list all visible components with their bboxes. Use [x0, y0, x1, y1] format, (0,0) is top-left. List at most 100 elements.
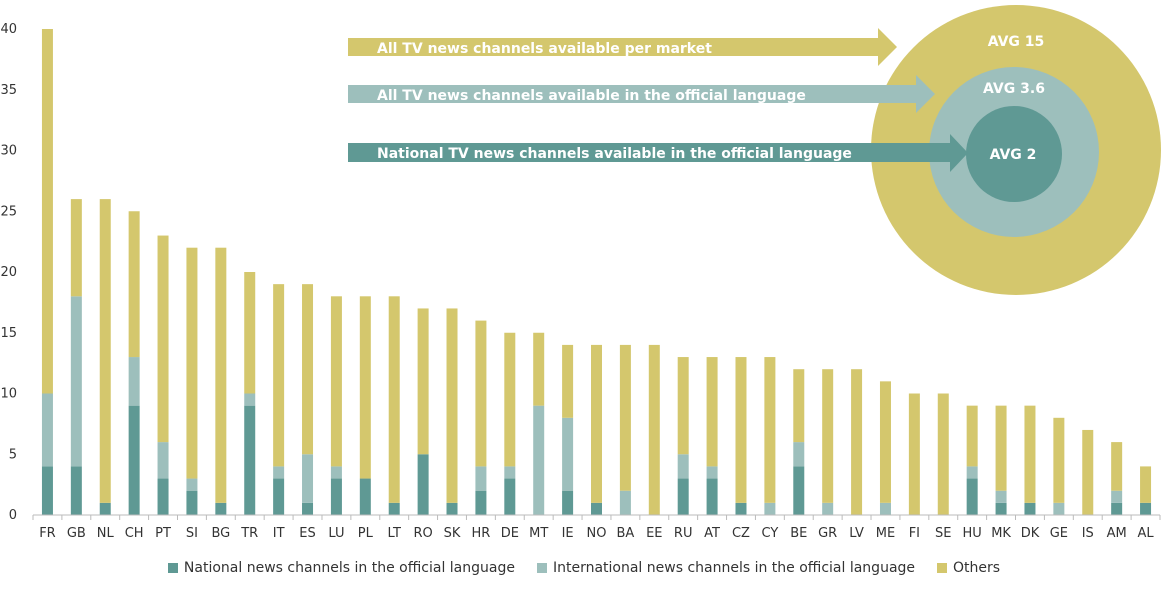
bar-segment-cy-series-2	[764, 357, 776, 503]
bar-segment-it-series-1	[273, 466, 285, 479]
bar-segment-ie-series-1	[562, 417, 574, 491]
bar-segment-pt-series-1	[157, 442, 169, 479]
arrow-official-language	[348, 75, 935, 113]
x-axis-tick-marks	[32, 515, 1161, 520]
x-tick-label-hr: HR	[472, 526, 491, 541]
arrow-label-market: All TV news channels available per marke…	[377, 41, 712, 57]
y-tick-label: 0	[9, 508, 17, 523]
bar-segment-cy-series-1	[764, 502, 776, 515]
bar-segment-es-series-1	[302, 454, 314, 503]
bar-segment-al-series-2	[1140, 466, 1152, 503]
arrow-label-official-language: All TV news channels available in the of…	[377, 88, 806, 104]
legend-swatch-others	[937, 563, 948, 573]
x-tick-label-nl: NL	[97, 526, 115, 541]
bar-segment-nl-series-2	[99, 199, 111, 503]
legend-label-international: International news channels in the offic…	[552, 560, 916, 576]
bar-segment-lu-series-0	[330, 478, 342, 515]
bar-segment-hu-series-2	[966, 405, 978, 467]
bar-segment-si-series-1	[186, 478, 198, 491]
x-tick-label-mk: MK	[991, 526, 1011, 541]
bar-segment-mt-series-1	[533, 405, 545, 515]
bar-segment-lu-series-1	[330, 466, 342, 479]
y-tick-label: 30	[0, 144, 17, 159]
bar-segment-am-series-2	[1111, 442, 1123, 491]
bar-segment-at-series-0	[706, 478, 718, 515]
legend-label-national: National news channels in the official l…	[183, 560, 515, 576]
arrow-national	[348, 134, 968, 172]
bar-segment-ba-series-1	[619, 490, 631, 515]
bar-segment-de-series-1	[504, 466, 516, 479]
bar-segment-sk-series-2	[446, 308, 458, 503]
bar-segment-es-series-2	[302, 284, 314, 455]
avg-circle-inner	[966, 106, 1062, 202]
x-tick-label-ch: CH	[125, 526, 144, 541]
legend-item-national: National news channels in the official l…	[167, 560, 515, 576]
bar-segment-lv-series-2	[851, 369, 863, 515]
bar-segment-ru-series-0	[677, 478, 689, 515]
bar-segment-am-series-1	[1111, 490, 1123, 503]
bar-segment-dk-series-0	[1024, 502, 1036, 515]
bar-segment-ee-series-2	[648, 344, 660, 515]
bar-segment-ge-series-2	[1053, 417, 1065, 503]
bar-segment-mt-series-2	[533, 332, 545, 406]
bar-segment-mk-series-0	[995, 502, 1007, 515]
x-tick-label-it: IT	[273, 526, 285, 541]
x-tick-label-am: AM	[1107, 526, 1127, 541]
bar-segment-pl-series-2	[359, 296, 371, 479]
bar-segment-al-series-0	[1140, 502, 1152, 515]
x-tick-label-hu: HU	[963, 526, 982, 541]
x-tick-label-sk: SK	[444, 526, 461, 541]
bar-segment-de-series-2	[504, 332, 516, 467]
x-tick-label-bg: BG	[211, 526, 230, 541]
x-tick-label-gb: GB	[67, 526, 86, 541]
bar-segment-ro-series-0	[417, 454, 429, 515]
bar-segment-nl-series-0	[99, 502, 111, 515]
bar-segment-ru-series-2	[677, 357, 689, 455]
x-tick-label-lv: LV	[849, 526, 864, 541]
bar-segment-ch-series-2	[128, 211, 140, 358]
bar-segment-si-series-2	[186, 247, 198, 479]
bar-segment-dk-series-2	[1024, 405, 1036, 503]
x-tick-label-fr: FR	[39, 526, 56, 541]
bar-segment-pt-series-0	[157, 478, 169, 515]
legend-item-international: International news channels in the offic…	[536, 560, 916, 576]
bar-segment-tr-series-0	[244, 405, 256, 515]
bars	[41, 29, 1152, 515]
bar-segment-fr-series-2	[41, 29, 53, 394]
bar-segment-mk-series-1	[995, 490, 1007, 503]
x-tick-label-me: ME	[876, 526, 895, 541]
x-tick-label-ba: BA	[616, 526, 634, 541]
x-tick-label-lt: LT	[388, 526, 401, 541]
bar-segment-be-series-1	[793, 442, 805, 467]
bar-segment-cz-series-2	[735, 357, 747, 503]
bar-segment-it-series-2	[273, 284, 285, 467]
bar-segment-pl-series-0	[359, 478, 371, 515]
bar-segment-mk-series-2	[995, 405, 1007, 491]
bar-segment-fr-series-1	[41, 393, 53, 467]
arrow-market	[348, 28, 897, 66]
bar-segment-is-series-2	[1082, 429, 1094, 515]
bar-segment-ru-series-1	[677, 454, 689, 479]
bar-segment-lu-series-2	[330, 296, 342, 467]
bar-segment-ba-series-2	[619, 344, 631, 491]
avg-label-outer: AVG 15	[988, 34, 1045, 50]
x-tick-label-ge: GE	[1050, 526, 1068, 541]
y-tick-label: 5	[9, 447, 17, 462]
x-tick-label-at: AT	[704, 526, 720, 541]
avg-label-inner: AVG 2	[990, 147, 1037, 163]
x-tick-label-is: IS	[1082, 526, 1094, 541]
x-tick-label-es: ES	[299, 526, 315, 541]
y-tick-label: 35	[0, 83, 17, 98]
x-tick-label-be: BE	[790, 526, 807, 541]
x-tick-label-si: SI	[186, 526, 198, 541]
bar-segment-si-series-0	[186, 490, 198, 515]
bar-segment-lt-series-2	[388, 296, 400, 503]
bar-segment-it-series-0	[273, 478, 285, 515]
x-tick-label-pt: PT	[155, 526, 171, 541]
x-tick-label-dk: DK	[1021, 526, 1040, 541]
x-tick-label-gr: GR	[818, 526, 837, 541]
bar-segment-ge-series-1	[1053, 502, 1065, 515]
x-tick-label-pl: PL	[358, 526, 374, 541]
bar-segment-se-series-2	[937, 393, 949, 515]
legend-swatch-national	[167, 563, 178, 573]
